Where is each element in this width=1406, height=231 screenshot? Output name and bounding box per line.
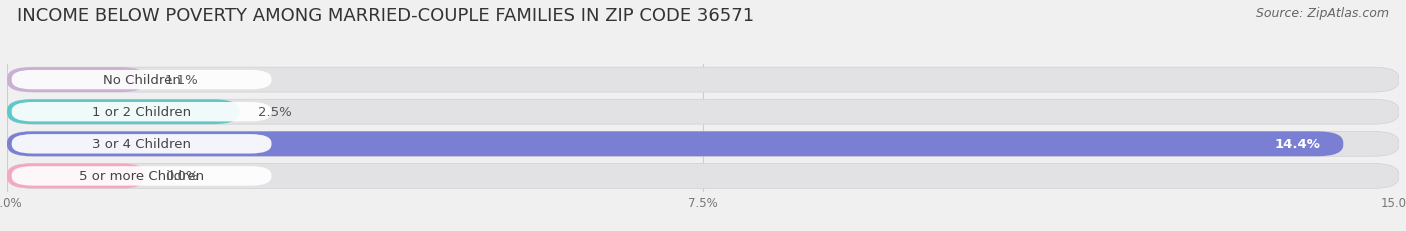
Text: Source: ZipAtlas.com: Source: ZipAtlas.com [1256,7,1389,20]
FancyBboxPatch shape [11,103,271,122]
Text: 0.0%: 0.0% [165,170,198,183]
FancyBboxPatch shape [7,164,1399,188]
FancyBboxPatch shape [7,68,1399,93]
Text: 1.1%: 1.1% [165,74,198,87]
Text: 14.4%: 14.4% [1274,138,1320,151]
FancyBboxPatch shape [7,164,146,188]
FancyBboxPatch shape [11,134,271,154]
Text: 5 or more Children: 5 or more Children [79,170,204,183]
Text: 3 or 4 Children: 3 or 4 Children [91,138,191,151]
FancyBboxPatch shape [7,100,1399,125]
Text: 1 or 2 Children: 1 or 2 Children [91,106,191,119]
Text: INCOME BELOW POVERTY AMONG MARRIED-COUPLE FAMILIES IN ZIP CODE 36571: INCOME BELOW POVERTY AMONG MARRIED-COUPL… [17,7,754,25]
FancyBboxPatch shape [7,132,1399,157]
Text: 2.5%: 2.5% [257,106,291,119]
Text: No Children: No Children [103,74,180,87]
FancyBboxPatch shape [11,167,271,186]
FancyBboxPatch shape [11,71,271,90]
FancyBboxPatch shape [7,68,146,93]
FancyBboxPatch shape [7,100,239,125]
FancyBboxPatch shape [7,132,1343,157]
